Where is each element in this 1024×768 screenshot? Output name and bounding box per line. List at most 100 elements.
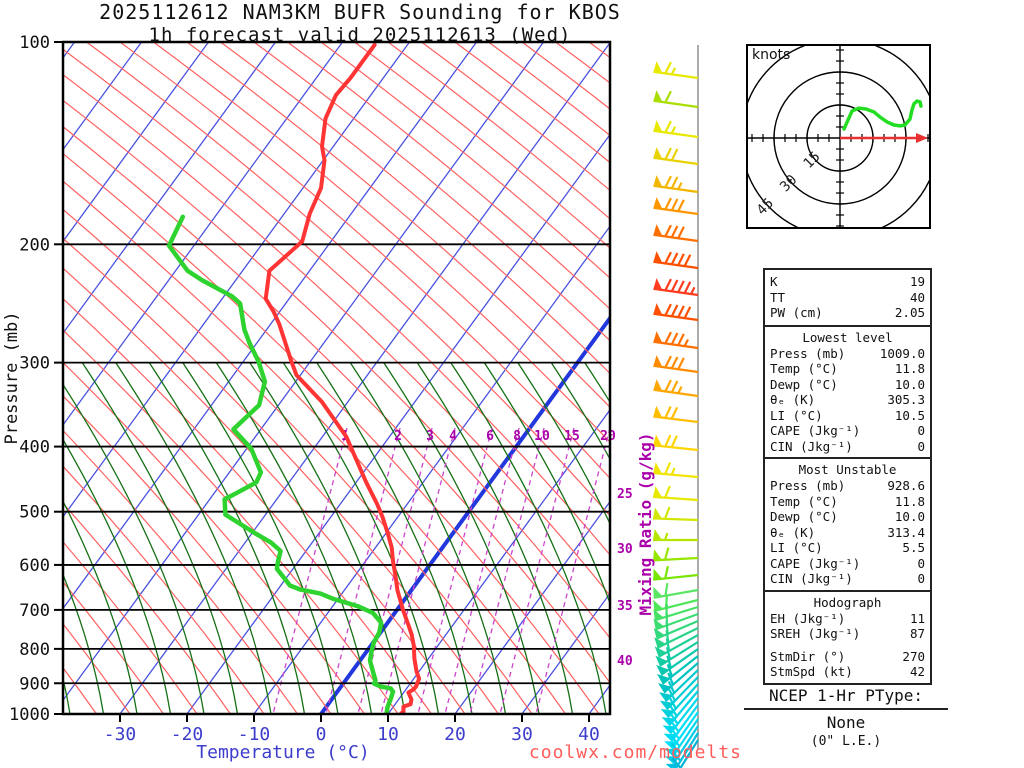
dry-adiabat-line	[63, 267, 466, 714]
wind-barb	[659, 676, 699, 711]
dry-adiabat-line	[153, 42, 610, 444]
background-grid	[63, 42, 610, 714]
sounding-stats-table: K 19 TT 40 PW (cm) 2.05 Lowest level Press (mb)…	[763, 268, 932, 685]
moist-adiabat-line	[483, 362, 610, 606]
moist-adiabat-line	[148, 362, 306, 714]
stat-label: θₑ (K)	[770, 524, 816, 540]
isotherm-line	[253, 225, 610, 714]
stat-row: Temp (°C) 11.8	[765, 361, 930, 377]
isotherm-line	[521, 592, 610, 714]
hodograph-trace	[842, 99, 923, 131]
stat-label: CAPE (Jkg⁻¹)	[770, 423, 861, 438]
wind-barb	[653, 485, 699, 502]
dry-adiabat-line	[63, 329, 399, 714]
stat-value: 305.3	[887, 392, 925, 407]
stat-label: SREH (Jkg⁻¹)	[770, 626, 861, 641]
stat-row: LI (°C) 5.5	[765, 540, 930, 556]
dry-adiabat-line	[63, 297, 432, 714]
dry-adiabat-line	[320, 42, 610, 279]
dry-adiabat-line	[63, 540, 198, 714]
dry-adiabat-line	[63, 361, 365, 714]
stat-label: Temp (°C)	[770, 493, 838, 509]
pressure-tick-label: 900	[19, 674, 50, 694]
dry-adiabat-line	[63, 502, 231, 714]
wind-barb	[652, 506, 699, 522]
dry-adiabat-line	[63, 125, 610, 684]
mixing-ratio-right-label: 30	[617, 542, 633, 557]
temperature-tick-label: 20	[444, 724, 466, 745]
dry-adiabat-line	[421, 42, 610, 192]
sounding-traces	[166, 42, 422, 714]
stat-value: 313.4	[887, 524, 925, 540]
stats-indices-section: K 19 TT 40 PW (cm) 2.05	[765, 270, 930, 325]
wind-barb	[653, 529, 698, 542]
wind-barb	[653, 224, 699, 243]
dry-adiabat-line	[253, 42, 610, 342]
stat-label: Dewp (°C)	[770, 376, 838, 392]
mixing-ratio-line	[380, 427, 456, 714]
stat-value: 0	[917, 423, 925, 438]
stat-row: EH (Jkg⁻¹) 11	[765, 611, 930, 627]
stat-row: StmDir (°) 270	[765, 649, 930, 665]
mixing-ratio-line	[469, 427, 545, 714]
wind-barb	[653, 565, 699, 581]
wind-barb	[653, 303, 699, 322]
stat-row: Dewp (°C) 10.0	[765, 377, 930, 393]
isotherm-line	[186, 133, 610, 714]
mixing-ratio-right-label: 40	[617, 654, 633, 669]
chart-subtitle: 1h forecast valid 2025112613 (Wed)	[148, 24, 572, 46]
hodograph-ring-label: 30	[777, 172, 800, 195]
isotherm-line	[454, 500, 610, 714]
moist-adiabat-line	[282, 362, 440, 714]
stat-label: EH (Jkg⁻¹)	[770, 610, 846, 626]
dry-adiabat-line	[63, 73, 610, 597]
mixing-ratio-line	[325, 427, 401, 714]
stat-row: θₑ (K) 313.4	[765, 525, 930, 541]
dry-adiabat-line	[220, 42, 610, 375]
stat-label: CIN (Jkg⁻¹)	[770, 438, 853, 454]
wind-barb	[653, 120, 699, 139]
stat-value: 0	[917, 571, 925, 586]
pressure-tick-label: 200	[19, 235, 50, 255]
ncep-ptype-title: NCEP 1-Hr PType:	[744, 686, 948, 710]
stat-label: Dewp (°C)	[770, 509, 838, 524]
dry-adiabat-line	[63, 208, 533, 714]
ncep-ptype-value: None	[826, 713, 866, 732]
stat-label: LI (°C)	[770, 407, 823, 423]
dry-adiabat-line	[63, 581, 164, 714]
zero-isotherm	[319, 314, 610, 714]
stats-section-title: Lowest level	[802, 329, 893, 345]
wind-barb	[653, 90, 699, 109]
x-axis-title: Temperature (°C)	[196, 742, 369, 763]
mixing-ratio-axis-title: Mixing Ratio (g/kg)	[636, 432, 655, 615]
dry-adiabat-line	[63, 429, 298, 714]
mixing-ratio-label: 8	[513, 429, 521, 444]
storm-motion-arrowhead	[916, 133, 928, 143]
mixing-ratio-label: 4	[449, 429, 457, 444]
dry-adiabat-line	[63, 99, 610, 640]
watermark: coolwx.com/modelts	[529, 742, 742, 763]
ncep-ptype-note: (0" L.E.)	[810, 734, 882, 749]
mixing-ratio-line	[535, 427, 610, 714]
ncep-ptype-block: NCEP 1-Hr PType: None (0" L.E.)	[744, 686, 948, 749]
dry-adiabat-line	[63, 395, 332, 714]
stat-row: Temp (°C) 11.8	[765, 494, 930, 510]
wind-barb	[653, 462, 699, 479]
wind-barb	[654, 634, 699, 658]
wind-barb	[656, 648, 699, 676]
wind-barb	[653, 278, 699, 297]
stat-value: 1009.0	[879, 345, 925, 361]
stat-value: 11.8	[894, 493, 925, 509]
isotherm-line	[63, 42, 277, 335]
stat-value: 11.8	[894, 361, 925, 376]
dry-adiabat-line	[63, 48, 610, 556]
stat-row: CIN (Jkg⁻¹) 0	[765, 439, 930, 455]
stats-section: Lowest level Press (mb) 1009.0 Temp (°C) 11.…	[765, 324, 930, 458]
dry-adiabat-line	[63, 237, 499, 714]
mixing-ratio-label: 2	[394, 429, 402, 444]
stat-value: 0	[917, 555, 925, 571]
moist-adiabat-line	[81, 362, 239, 714]
wind-barb-column	[652, 45, 699, 768]
isotherm-line	[387, 408, 610, 714]
